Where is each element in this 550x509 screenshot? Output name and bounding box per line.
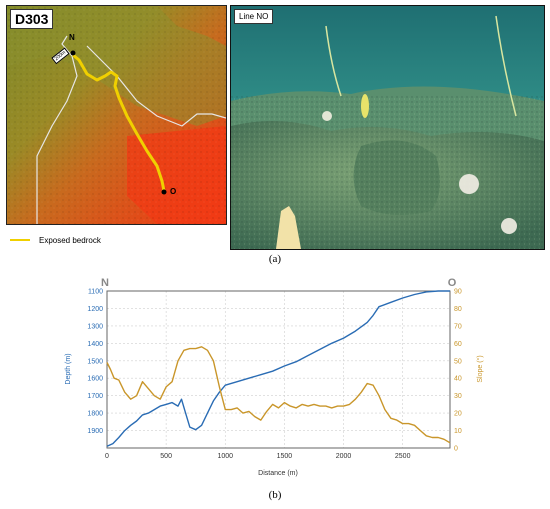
x-tick-label: 1500 <box>277 453 293 460</box>
x-axis-ticks: 0 500 1000 1500 2000 2500 <box>105 453 411 460</box>
chart-grid <box>106 290 450 448</box>
seafloor-photo-image <box>231 6 544 249</box>
bathymetry-map: D303 200m N O <box>6 5 227 225</box>
depth-tick-label: 1400 <box>87 341 103 348</box>
end-point-label: O <box>170 187 177 196</box>
seafloor-photo: Line NO <box>230 5 545 250</box>
panel-b-caption: (b) <box>268 489 282 501</box>
depth-axis-ticks: 1100 1200 1300 1400 1500 1600 1700 1800 1900 <box>87 289 103 436</box>
slope-tick-label: 40 <box>454 376 462 383</box>
depth-tick-label: 1500 <box>87 358 103 365</box>
profile-start-label: N <box>101 277 109 289</box>
depth-tick-label: 1800 <box>87 411 103 418</box>
depth-series-line <box>106 290 450 447</box>
slope-series-line <box>106 346 451 444</box>
depth-tick-label: 1200 <box>87 306 103 313</box>
panel-a-caption: (a) <box>268 253 282 265</box>
profile-end-label: O <box>448 277 457 289</box>
slope-tick-label: 80 <box>454 306 462 313</box>
survey-track <box>72 53 166 192</box>
slope-tick-label: 10 <box>454 428 462 435</box>
x-tick-label: 2000 <box>336 453 352 460</box>
slope-tick-label: 90 <box>454 289 462 296</box>
slope-axis-ticks: 0 10 20 30 40 50 60 70 80 90 <box>454 289 462 453</box>
depth-tick-label: 1100 <box>88 289 103 296</box>
slope-tick-label: 20 <box>454 411 462 418</box>
depth-axis-label: Depth (m) <box>65 353 72 384</box>
x-tick-label: 0 <box>105 453 109 460</box>
start-point-marker <box>70 50 76 56</box>
dive-label: D303 <box>10 9 54 29</box>
map-legend: Exposed bedrock <box>10 234 101 246</box>
plot-area-frame <box>106 290 451 449</box>
end-point-marker <box>161 189 167 195</box>
depth-tick-label: 1700 <box>87 393 103 400</box>
slope-tick-label: 0 <box>454 446 458 453</box>
slope-tick-label: 30 <box>454 393 462 400</box>
start-point-label: N <box>69 33 75 42</box>
bathymetry-map-image <box>7 6 226 224</box>
slope-axis-label: Slope (°) <box>476 355 484 382</box>
x-tick-label: 1000 <box>217 453 233 460</box>
x-tick-label: 2500 <box>395 453 411 460</box>
legend-label-exposed-bedrock: Exposed bedrock <box>39 235 101 245</box>
x-axis-label: Distance (m) <box>258 470 298 477</box>
chart-series <box>106 290 451 447</box>
photo-line-label: Line NO <box>234 9 274 24</box>
depth-tick-label: 1900 <box>87 428 103 435</box>
slope-tick-label: 50 <box>454 358 462 365</box>
depth-tick-label: 1600 <box>87 376 103 383</box>
depth-tick-label: 1300 <box>87 323 103 330</box>
depth-slope-profile-chart: 0 500 1000 1500 2000 2500 1100120013001400150… <box>65 277 484 477</box>
slope-tick-label: 70 <box>454 323 462 330</box>
x-tick-label: 500 <box>160 453 172 460</box>
legend-swatch-exposed-bedrock <box>10 239 30 241</box>
slope-tick-label: 60 <box>454 341 462 348</box>
